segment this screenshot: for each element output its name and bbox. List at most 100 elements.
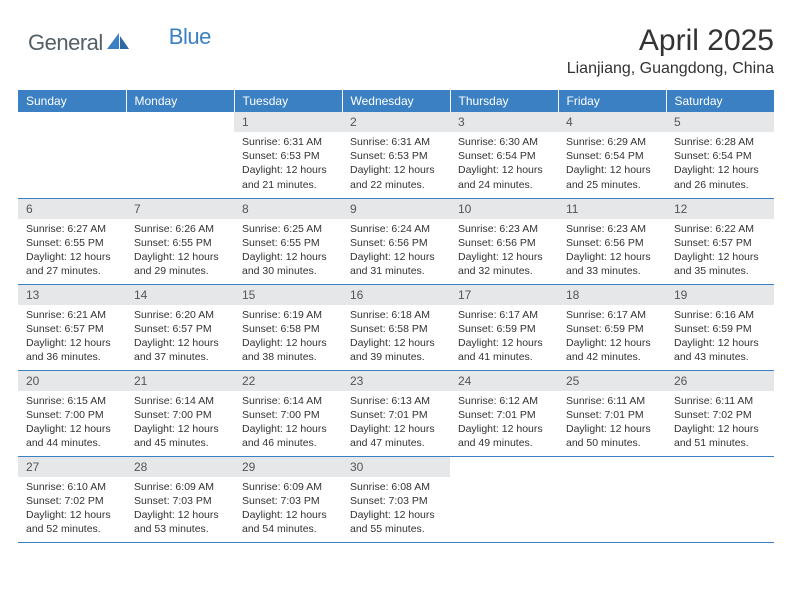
day-cell: 27Sunrise: 6:10 AMSunset: 7:02 PMDayligh…: [18, 456, 126, 542]
day-cell: [18, 112, 126, 198]
sunset-line: Sunset: 6:56 PM: [566, 236, 658, 250]
day-number: 17: [450, 285, 558, 305]
day-cell: 15Sunrise: 6:19 AMSunset: 6:58 PMDayligh…: [234, 284, 342, 370]
sunset-line: Sunset: 6:56 PM: [350, 236, 442, 250]
day-cell: 23Sunrise: 6:13 AMSunset: 7:01 PMDayligh…: [342, 370, 450, 456]
sunrise-line: Sunrise: 6:22 AM: [674, 222, 766, 236]
sunrise-line: Sunrise: 6:08 AM: [350, 480, 442, 494]
sunrise-line: Sunrise: 6:09 AM: [242, 480, 334, 494]
sunset-line: Sunset: 7:01 PM: [350, 408, 442, 422]
sunset-line: Sunset: 7:02 PM: [674, 408, 766, 422]
sunrise-line: Sunrise: 6:14 AM: [242, 394, 334, 408]
day-details: Sunrise: 6:15 AMSunset: 7:00 PMDaylight:…: [18, 391, 126, 455]
sunrise-line: Sunrise: 6:25 AM: [242, 222, 334, 236]
day-header: Monday: [126, 90, 234, 112]
day-number: 16: [342, 285, 450, 305]
sunset-line: Sunset: 6:56 PM: [458, 236, 550, 250]
sunrise-line: Sunrise: 6:12 AM: [458, 394, 550, 408]
day-cell: 10Sunrise: 6:23 AMSunset: 6:56 PMDayligh…: [450, 198, 558, 284]
day-number: 14: [126, 285, 234, 305]
day-cell: [666, 456, 774, 542]
day-number: 24: [450, 371, 558, 391]
daylight-line: Daylight: 12 hours and 37 minutes.: [134, 336, 226, 364]
day-details: Sunrise: 6:08 AMSunset: 7:03 PMDaylight:…: [342, 477, 450, 541]
sunset-line: Sunset: 6:54 PM: [566, 149, 658, 163]
day-number: 25: [558, 371, 666, 391]
day-number: 19: [666, 285, 774, 305]
day-cell: 6Sunrise: 6:27 AMSunset: 6:55 PMDaylight…: [18, 198, 126, 284]
sunset-line: Sunset: 7:00 PM: [242, 408, 334, 422]
daylight-line: Daylight: 12 hours and 54 minutes.: [242, 508, 334, 536]
day-cell: 13Sunrise: 6:21 AMSunset: 6:57 PMDayligh…: [18, 284, 126, 370]
day-details: Sunrise: 6:30 AMSunset: 6:54 PMDaylight:…: [450, 132, 558, 196]
sunrise-line: Sunrise: 6:21 AM: [26, 308, 118, 322]
daylight-line: Daylight: 12 hours and 50 minutes.: [566, 422, 658, 450]
sunrise-line: Sunrise: 6:10 AM: [26, 480, 118, 494]
day-cell: 4Sunrise: 6:29 AMSunset: 6:54 PMDaylight…: [558, 112, 666, 198]
day-cell: 9Sunrise: 6:24 AMSunset: 6:56 PMDaylight…: [342, 198, 450, 284]
day-details: Sunrise: 6:14 AMSunset: 7:00 PMDaylight:…: [234, 391, 342, 455]
day-cell: [126, 112, 234, 198]
sunset-line: Sunset: 6:55 PM: [242, 236, 334, 250]
day-header: Saturday: [666, 90, 774, 112]
day-number: 4: [558, 112, 666, 132]
daylight-line: Daylight: 12 hours and 47 minutes.: [350, 422, 442, 450]
day-details: Sunrise: 6:20 AMSunset: 6:57 PMDaylight:…: [126, 305, 234, 369]
day-details: Sunrise: 6:19 AMSunset: 6:58 PMDaylight:…: [234, 305, 342, 369]
sunset-line: Sunset: 7:03 PM: [242, 494, 334, 508]
daylight-line: Daylight: 12 hours and 39 minutes.: [350, 336, 442, 364]
day-number: 7: [126, 199, 234, 219]
daylight-line: Daylight: 12 hours and 41 minutes.: [458, 336, 550, 364]
day-header: Sunday: [18, 90, 126, 112]
sunrise-line: Sunrise: 6:31 AM: [242, 135, 334, 149]
daylight-line: Daylight: 12 hours and 35 minutes.: [674, 250, 766, 278]
sunrise-line: Sunrise: 6:26 AM: [134, 222, 226, 236]
sunrise-line: Sunrise: 6:27 AM: [26, 222, 118, 236]
daylight-line: Daylight: 12 hours and 26 minutes.: [674, 163, 766, 191]
sunset-line: Sunset: 6:54 PM: [674, 149, 766, 163]
calendar-table: SundayMondayTuesdayWednesdayThursdayFrid…: [18, 90, 774, 543]
sunset-line: Sunset: 6:58 PM: [242, 322, 334, 336]
sunrise-line: Sunrise: 6:09 AM: [134, 480, 226, 494]
day-details: Sunrise: 6:11 AMSunset: 7:02 PMDaylight:…: [666, 391, 774, 455]
day-number: 18: [558, 285, 666, 305]
day-details: Sunrise: 6:23 AMSunset: 6:56 PMDaylight:…: [558, 219, 666, 283]
sunset-line: Sunset: 6:54 PM: [458, 149, 550, 163]
week-row: 27Sunrise: 6:10 AMSunset: 7:02 PMDayligh…: [18, 456, 774, 542]
day-number: 6: [18, 199, 126, 219]
day-header: Friday: [558, 90, 666, 112]
sunset-line: Sunset: 6:57 PM: [134, 322, 226, 336]
day-number: 5: [666, 112, 774, 132]
day-details: Sunrise: 6:16 AMSunset: 6:59 PMDaylight:…: [666, 305, 774, 369]
day-cell: 7Sunrise: 6:26 AMSunset: 6:55 PMDaylight…: [126, 198, 234, 284]
day-details: Sunrise: 6:28 AMSunset: 6:54 PMDaylight:…: [666, 132, 774, 196]
sunset-line: Sunset: 6:53 PM: [350, 149, 442, 163]
day-details: Sunrise: 6:09 AMSunset: 7:03 PMDaylight:…: [234, 477, 342, 541]
daylight-line: Daylight: 12 hours and 36 minutes.: [26, 336, 118, 364]
day-number: 11: [558, 199, 666, 219]
sunrise-line: Sunrise: 6:16 AM: [674, 308, 766, 322]
day-number: 3: [450, 112, 558, 132]
day-number: 28: [126, 457, 234, 477]
day-number: 26: [666, 371, 774, 391]
sunrise-line: Sunrise: 6:11 AM: [674, 394, 766, 408]
day-cell: 14Sunrise: 6:20 AMSunset: 6:57 PMDayligh…: [126, 284, 234, 370]
day-cell: 2Sunrise: 6:31 AMSunset: 6:53 PMDaylight…: [342, 112, 450, 198]
day-cell: 5Sunrise: 6:28 AMSunset: 6:54 PMDaylight…: [666, 112, 774, 198]
day-details: Sunrise: 6:13 AMSunset: 7:01 PMDaylight:…: [342, 391, 450, 455]
day-details: Sunrise: 6:27 AMSunset: 6:55 PMDaylight:…: [18, 219, 126, 283]
day-number: 12: [666, 199, 774, 219]
day-details: Sunrise: 6:31 AMSunset: 6:53 PMDaylight:…: [342, 132, 450, 196]
daylight-line: Daylight: 12 hours and 24 minutes.: [458, 163, 550, 191]
sunset-line: Sunset: 7:02 PM: [26, 494, 118, 508]
sunset-line: Sunset: 6:59 PM: [566, 322, 658, 336]
day-number: 8: [234, 199, 342, 219]
daylight-line: Daylight: 12 hours and 31 minutes.: [350, 250, 442, 278]
day-number: 10: [450, 199, 558, 219]
sunset-line: Sunset: 6:53 PM: [242, 149, 334, 163]
sunset-line: Sunset: 7:00 PM: [26, 408, 118, 422]
daylight-line: Daylight: 12 hours and 21 minutes.: [242, 163, 334, 191]
day-details: Sunrise: 6:17 AMSunset: 6:59 PMDaylight:…: [450, 305, 558, 369]
sunrise-line: Sunrise: 6:18 AM: [350, 308, 442, 322]
day-cell: 22Sunrise: 6:14 AMSunset: 7:00 PMDayligh…: [234, 370, 342, 456]
